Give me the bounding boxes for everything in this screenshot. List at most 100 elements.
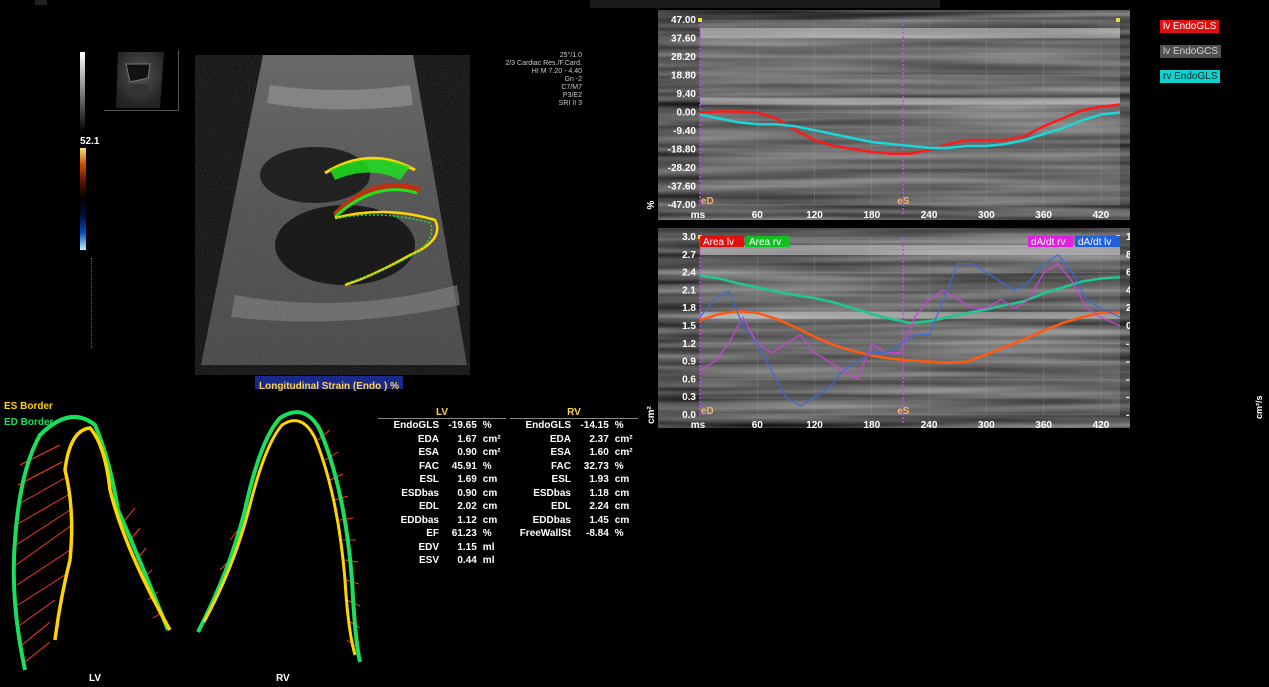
- y-right-tick-label: -6.0: [1126, 374, 1130, 385]
- rv-unit: cm: [614, 474, 630, 486]
- y-tick-label: -9.40: [673, 126, 696, 137]
- lv-name: ESV: [418, 555, 439, 567]
- legend-item[interactable]: lv EndoGLS: [1160, 20, 1220, 33]
- colorbar-value: 52.1: [80, 136, 100, 147]
- y-right-tick-label: 4.0: [1126, 285, 1130, 296]
- rv-value: 1.18: [589, 487, 609, 499]
- y-tick-label: 18.80: [671, 71, 696, 82]
- rv-table-header: RV: [510, 406, 638, 419]
- lv-unit: ml: [482, 555, 495, 567]
- y-unit-label: %: [646, 200, 657, 209]
- rv-unit: cm: [614, 487, 630, 499]
- legend-item[interactable]: Area rv: [749, 237, 781, 248]
- lv-value: 0.90: [457, 447, 477, 459]
- rv-contour-label: RV: [276, 673, 290, 684]
- legend-item[interactable]: Area lv: [703, 237, 734, 248]
- legend-item-bg: [700, 236, 744, 247]
- x-tick-label: 360: [1035, 210, 1052, 220]
- y-tick-label: 0.6: [682, 374, 696, 385]
- lv-name: EDV: [418, 541, 439, 553]
- imaging-params: 25°/1.0 2/3 Cardiac Res./F.Card. HI M 7.…: [490, 52, 582, 108]
- series-line-2: [699, 262, 1121, 381]
- y-tick-label: -18.80: [668, 145, 697, 156]
- y-tick-label: 1.8: [682, 303, 696, 314]
- lv-unit: cm²: [482, 447, 501, 459]
- y-tick-label: 9.40: [677, 89, 697, 100]
- lv-name: ESA: [418, 447, 439, 459]
- series-line-1: [699, 274, 1121, 325]
- y-right-tick-label: 10.0: [1126, 232, 1130, 243]
- rv-row: FreeWallSt -8.84%: [510, 527, 638, 541]
- lv-name: EF: [426, 528, 439, 540]
- lv-unit: cm: [482, 474, 498, 486]
- rv-name: FAC: [551, 460, 571, 472]
- lv-value: 1.15: [457, 541, 477, 553]
- legend-item-bg: [1075, 236, 1120, 247]
- lv-name: ESDbas: [401, 487, 439, 499]
- y-tick-label: 47.00: [671, 15, 696, 26]
- y-tick-label: 2.4: [682, 268, 696, 279]
- rv-value: 1.60: [589, 447, 609, 459]
- rv-row: ESA 1.60 cm²: [510, 446, 638, 460]
- thumbnail-view: [104, 50, 179, 111]
- mmode-band: [700, 311, 1120, 319]
- rv-unit: cm²: [614, 433, 633, 445]
- lv-row: ESDbas 0.90 cm: [378, 487, 506, 501]
- series-line-1: [699, 111, 1121, 150]
- x-tick-label: 60: [752, 420, 764, 428]
- rv-row: EDDbas 1.45 cm: [510, 514, 638, 528]
- lv-unit: ml: [482, 541, 495, 553]
- rv-unit: %: [614, 460, 624, 472]
- y-right-tick-label: -8.0: [1126, 392, 1130, 403]
- rv-name: EDL: [551, 501, 571, 513]
- y-right-tick-label: 2.0: [1126, 303, 1130, 314]
- rv-unit: %: [614, 528, 624, 540]
- strain-chart: 47.00 37.60 28.20 18.80 9.40 0.00 -9.40 -18.80 -…: [646, 15, 1121, 220]
- y-right-tick-label: 6.0: [1126, 268, 1130, 279]
- legend-item[interactable]: dA/dt rv: [1031, 237, 1065, 248]
- rv-row: ESL 1.93 cm: [510, 473, 638, 487]
- lv-row: EndoGLS -19.65%: [378, 419, 506, 433]
- x-unit-label: ms: [691, 210, 706, 220]
- lv-name: EDL: [419, 501, 439, 513]
- rv-row: EndoGLS -14.15%: [510, 419, 638, 433]
- lv-value: 1.12: [457, 514, 477, 526]
- lv-contour-label: LV: [89, 673, 102, 684]
- legend-item[interactable]: lv EndoGCS: [1160, 45, 1222, 58]
- x-tick-label: 240: [921, 210, 938, 220]
- rv-row: EDA 2.37 cm²: [510, 433, 638, 447]
- image-caption-box: Longitudinal Strain (Endo ) %: [255, 376, 403, 392]
- legend-item[interactable]: rv EndoGLS: [1160, 70, 1221, 83]
- image-caption: Longitudinal Strain (Endo ) %: [259, 381, 399, 392]
- legend-item-bg: [1028, 236, 1073, 247]
- lv-value: 1.69: [457, 474, 477, 486]
- rv-value: 1.45: [589, 514, 609, 526]
- lv-unit: %: [482, 528, 492, 540]
- rv-value: -8.84: [586, 528, 609, 540]
- ed-marker-label: eD: [701, 196, 714, 207]
- rv-row: EDL 2.24 cm: [510, 500, 638, 514]
- y-right-tick-label: -4.0: [1126, 357, 1130, 368]
- lv-row: EDA 1.67 cm²: [378, 433, 506, 447]
- top-left-tab[interactable]: [35, 0, 47, 5]
- x-tick-label: 420: [1093, 210, 1110, 220]
- rv-name: ESA: [550, 447, 571, 459]
- rv-name: EndoGLS: [525, 420, 571, 432]
- y-tick-label: 2.7: [682, 250, 696, 261]
- y-right-tick-label: 0.0: [1126, 321, 1130, 332]
- x-tick-label: 300: [978, 210, 995, 220]
- rv-name: FreeWallSt: [519, 528, 571, 540]
- rv-row: ESDbas 1.18 cm: [510, 487, 638, 501]
- y-tick-label: -47.00: [668, 200, 697, 211]
- x-tick-label: 300: [978, 420, 995, 428]
- y-tick-label: 1.5: [682, 321, 696, 332]
- lv-row: FAC 45.91%: [378, 460, 506, 474]
- lv-measurements: LV EndoGLS -19.65% EDA 1.67 cm² ESA 0.90 cm² FAC…: [378, 406, 506, 568]
- corner-marker: [698, 18, 702, 22]
- lv-row: EF 61.23%: [378, 527, 506, 541]
- rv-name: ESL: [551, 474, 571, 486]
- x-tick-label: 360: [1035, 420, 1052, 428]
- rv-value: 1.93: [589, 474, 609, 486]
- x-tick-label: 180: [863, 210, 880, 220]
- legend-item[interactable]: dA/dt lv: [1078, 237, 1111, 248]
